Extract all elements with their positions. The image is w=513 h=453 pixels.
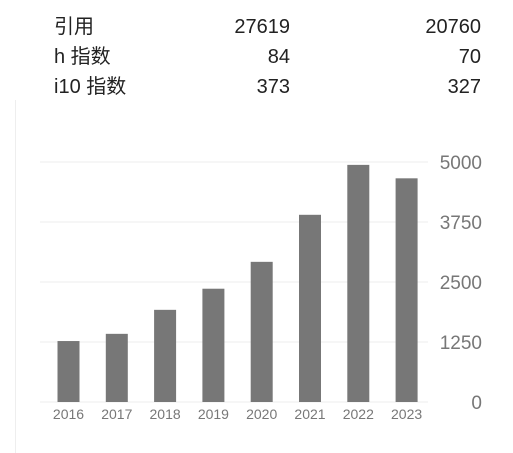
stat-since-h-index: 70 [458,46,481,68]
panel-divider [15,100,16,453]
stat-since-i10-index: 327 [447,76,481,98]
chart-x-axis: 2016 2017 2018 2019 2020 2021 2022 2023 [53,406,422,422]
y-tick-label: 2500 [440,273,482,294]
bar-2017[interactable] [105,333,128,402]
bar-2022[interactable] [347,164,370,402]
bar-2019[interactable] [202,288,225,402]
x-tick-label-2016: 2016 [53,406,84,422]
stat-label-h-index: h 指数 [54,46,111,68]
stats-row-i10-index: i10 指数 373 327 [0,72,513,102]
stat-since-citations: 20760 [425,16,481,38]
bar-2016[interactable] [57,341,80,402]
stats-row-citations: 引用 27619 20760 [0,12,513,42]
stat-all-h-index: 84 [267,46,290,68]
x-tick-label-2023: 2023 [391,406,422,422]
stats-row-h-index: h 指数 84 70 [0,42,513,72]
bar-2021[interactable] [299,214,321,402]
bar-2018[interactable] [154,309,177,402]
x-tick-label-2020: 2020 [246,406,277,422]
citation-stats-table: 引用 27619 20760 h 指数 84 70 i10 指数 373 327 [0,0,513,100]
x-tick-label-2018: 2018 [150,406,181,422]
chart-bars [57,164,418,402]
stat-all-citations: 27619 [234,16,290,38]
stat-all-i10-index: 373 [256,76,290,98]
x-tick-label-2019: 2019 [198,406,229,422]
y-tick-label: 3750 [440,213,482,234]
bar-2023[interactable] [395,178,418,402]
chart-y-axis: 0 1250 2500 3750 5000 [440,153,482,414]
x-tick-label-2017: 2017 [101,406,132,422]
y-tick-label: 5000 [440,153,482,174]
x-tick-label-2021: 2021 [294,406,325,422]
bar-2020[interactable] [250,261,273,402]
chart-grid [40,161,428,403]
stat-label-i10-index: i10 指数 [54,76,127,98]
y-tick-label: 0 [471,393,482,414]
y-tick-label: 1250 [440,333,482,354]
x-tick-label-2022: 2022 [343,406,374,422]
stat-label-citations: 引用 [54,16,94,38]
